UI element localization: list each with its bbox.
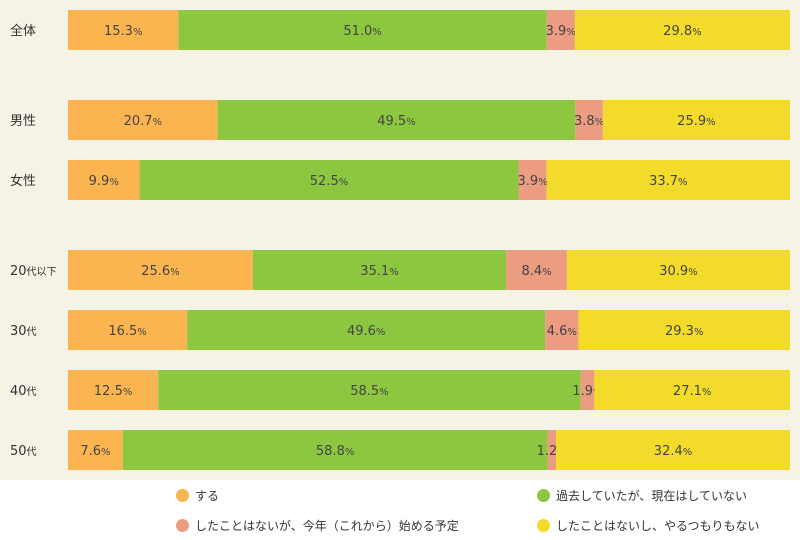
- chart-area: 全体 15.3% 51.0% 3.9% 29.8% 男性 20.7% 49.5% 3.8% 25.…: [0, 0, 800, 480]
- data-label: 8.4%: [521, 264, 551, 279]
- category-label: 30代: [10, 324, 37, 339]
- bar-segment: [68, 10, 179, 50]
- bar-segment: [578, 310, 790, 350]
- data-label: 3.9%: [546, 24, 576, 39]
- data-label: 51.0%: [343, 24, 381, 39]
- category-label: 50代: [10, 444, 37, 459]
- data-label: 7.6%: [80, 444, 110, 459]
- data-label: 3.8%: [574, 114, 604, 129]
- category-label-main: 女性: [10, 173, 36, 189]
- legend-swatch-green: [537, 489, 550, 502]
- data-label: 29.8%: [663, 24, 701, 39]
- category-label-sub: 代以下: [27, 266, 57, 278]
- bar-segment: [68, 250, 253, 290]
- data-label: 52.5%: [310, 174, 348, 189]
- data-label: 16.5%: [108, 324, 146, 339]
- bar-segment: [68, 430, 123, 470]
- data-label: 29.3%: [665, 324, 703, 339]
- bar-segment: [518, 160, 547, 200]
- category-label: 男性: [10, 114, 36, 129]
- legend-label: したことはないし、やるつもりもない: [556, 519, 760, 533]
- data-label: 25.9%: [677, 114, 715, 129]
- bar-segment: [575, 100, 603, 140]
- data-label: 9.9%: [89, 174, 119, 189]
- bar-segment: [187, 310, 546, 350]
- legend-swatch-salmon: [176, 519, 189, 532]
- bar-segment: [178, 10, 547, 50]
- legend-label: したことはないが、今年（これから）始める予定: [195, 519, 459, 533]
- bar-segment: [252, 250, 507, 290]
- bar-segment: [545, 310, 579, 350]
- legend-label: する: [195, 489, 220, 503]
- category-label: 40代: [10, 384, 37, 399]
- bar-segment: [580, 370, 595, 410]
- legend: する 過去していたが、現在はしていない したことはないが、今年（これから）始める…: [0, 480, 800, 540]
- bar-segment: [68, 370, 159, 410]
- category-label-main: 50: [10, 444, 27, 459]
- category-label: 女性: [10, 173, 36, 189]
- data-label: 33.7%: [649, 174, 687, 189]
- data-label: 25.6%: [141, 264, 179, 279]
- data-label: 15.3%: [104, 24, 142, 39]
- legend-item-suru: する: [176, 487, 219, 504]
- category-label-sub: 代: [27, 446, 37, 458]
- bar-segment: [602, 100, 790, 140]
- bar-segment: [506, 250, 567, 290]
- data-label: 3.9%: [518, 174, 548, 189]
- category-label-main: 40: [10, 384, 27, 399]
- data-label: 12.5%: [94, 384, 132, 399]
- category-label-main: 30: [10, 324, 27, 339]
- category-label-sub: 代: [27, 386, 37, 398]
- bar-segment: [566, 250, 790, 290]
- legend-item-plan: したことはないが、今年（これから）始める予定: [176, 517, 459, 534]
- category-label: 20代以下: [10, 264, 57, 279]
- bar-segment: [547, 430, 557, 470]
- bar-segment: [594, 370, 790, 410]
- data-label: 58.5%: [350, 384, 388, 399]
- legend-item-past: 過去していたが、現在はしていない: [537, 487, 747, 504]
- data-label: 32.4%: [654, 444, 692, 459]
- bar-segment: [158, 370, 581, 410]
- stacked-bar-chart: 全体 15.3% 51.0% 3.9% 29.8% 男性 20.7% 49.5% 3.8% 25.…: [10, 10, 790, 470]
- data-label: 35.1%: [360, 264, 398, 279]
- data-label: 58.8%: [316, 444, 354, 459]
- category-label-main: 20: [10, 264, 27, 279]
- data-label: 27.1%: [673, 384, 711, 399]
- bar-segment: [574, 10, 790, 50]
- bar-segment: [139, 160, 519, 200]
- bar-segment: [546, 10, 575, 50]
- bar-segment: [68, 160, 140, 200]
- bar-segment: [122, 430, 548, 470]
- bar-segment: [546, 160, 790, 200]
- data-label: 49.5%: [377, 114, 415, 129]
- category-label-main: 男性: [10, 114, 36, 129]
- legend-item-never: したことはないし、やるつもりもない: [537, 517, 760, 534]
- data-label: 30.9%: [659, 264, 697, 279]
- bar-segment: [556, 430, 790, 470]
- data-label: 20.7%: [124, 114, 162, 129]
- bar-segment: [217, 100, 576, 140]
- legend-swatch-yellow: [537, 519, 550, 532]
- bar-segment: [68, 310, 188, 350]
- data-label: 4.6%: [547, 324, 577, 339]
- legend-label: 過去していたが、現在はしていない: [556, 489, 748, 503]
- category-label-sub: 代: [27, 326, 37, 338]
- data-label: 49.6%: [347, 324, 385, 339]
- bar-segment: [68, 100, 218, 140]
- legend-swatch-orange: [176, 489, 189, 502]
- category-label-main: 全体: [10, 23, 36, 39]
- category-label: 全体: [10, 23, 36, 39]
